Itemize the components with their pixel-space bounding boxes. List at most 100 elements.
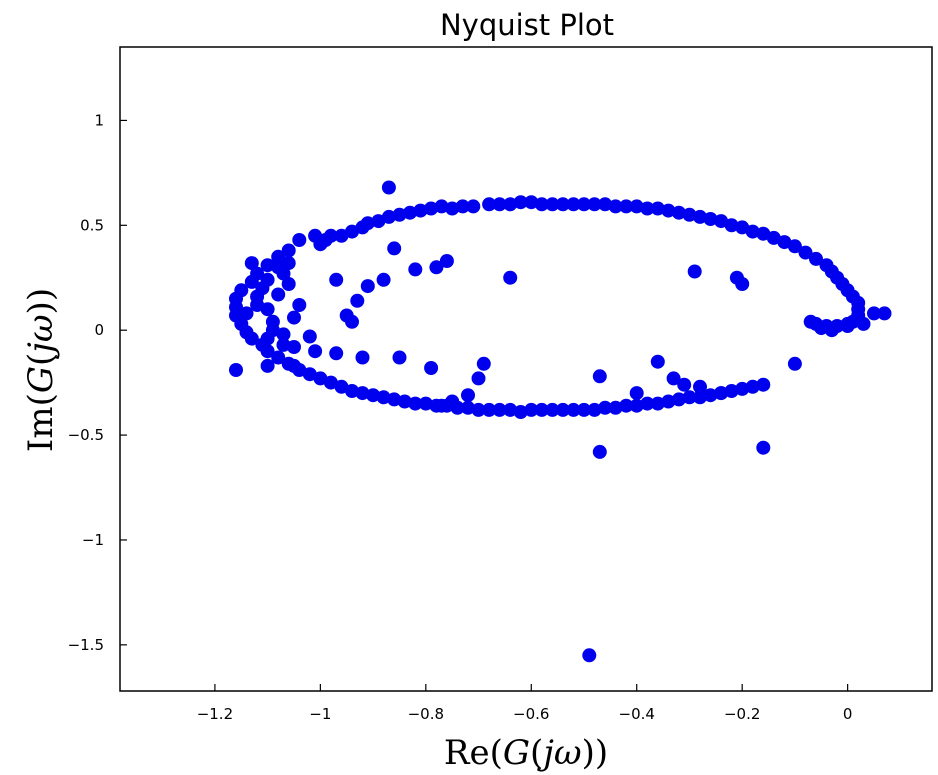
- data-point: [271, 249, 286, 264]
- data-point: [756, 440, 771, 455]
- data-point: [329, 346, 344, 361]
- x-label-w: ω: [554, 733, 582, 773]
- data-point: [471, 402, 486, 417]
- data-point: [803, 314, 818, 329]
- data-point: [260, 258, 275, 273]
- data-point: [703, 388, 718, 403]
- data-point: [608, 400, 623, 415]
- x-axis-ticks: −1.2 −1 −0.8 −0.6 −0.4 −0.2 0: [197, 684, 853, 723]
- data-point: [260, 358, 275, 373]
- data-point: [276, 337, 291, 352]
- data-point: [566, 197, 581, 212]
- data-point: [413, 203, 428, 218]
- y-axis-ticks: 1 0.5 0 −0.5 −1 −1.5: [68, 111, 127, 654]
- data-point: [534, 197, 549, 212]
- data-point: [724, 384, 739, 398]
- data-point: [513, 195, 528, 210]
- y-tick-label: 1: [94, 111, 104, 129]
- data-point: [434, 398, 449, 413]
- data-point: [745, 379, 760, 394]
- data-point: [424, 201, 439, 216]
- x-tick-label: 0: [843, 705, 853, 723]
- data-point: [355, 350, 370, 365]
- data-point: [287, 310, 301, 325]
- data-point: [577, 197, 591, 212]
- scatter-points: [229, 180, 892, 663]
- data-point: [503, 197, 518, 212]
- x-tick-label: −0.8: [408, 705, 444, 723]
- data-point: [439, 254, 454, 268]
- data-point: [587, 197, 602, 212]
- y-tick-label: −1.5: [68, 636, 104, 654]
- x-label-close: )): [582, 733, 609, 773]
- y-tick-label: 0.5: [80, 216, 104, 234]
- data-point: [824, 323, 839, 338]
- data-point: [867, 306, 881, 321]
- chart-title: Nyquist Plot: [440, 8, 614, 42]
- data-point: [292, 298, 307, 312]
- data-point: [492, 402, 507, 417]
- x-label-open: (: [530, 733, 543, 773]
- x-tick-label: −0.4: [619, 705, 655, 723]
- data-point: [545, 402, 560, 417]
- data-point: [445, 394, 460, 409]
- data-point: [392, 350, 407, 365]
- x-tick-label: −1: [309, 705, 331, 723]
- data-point: [582, 648, 597, 663]
- data-point: [281, 243, 296, 258]
- data-point: [566, 402, 581, 417]
- data-point: [466, 199, 481, 214]
- data-point: [503, 402, 518, 417]
- data-point: [271, 287, 286, 302]
- data-point: [287, 358, 301, 373]
- data-point: [714, 214, 729, 229]
- data-point: [671, 205, 686, 220]
- data-point: [371, 214, 386, 229]
- data-point: [445, 201, 460, 216]
- data-point: [650, 354, 665, 369]
- data-point: [281, 277, 296, 291]
- data-point: [323, 228, 338, 243]
- data-point: [350, 293, 365, 308]
- data-point: [787, 239, 802, 254]
- data-point: [244, 256, 259, 271]
- data-point: [260, 302, 275, 317]
- y-axis-label: Im(G(jω)): [21, 288, 61, 452]
- data-point: [661, 394, 676, 409]
- data-point: [598, 197, 613, 212]
- data-point: [313, 371, 328, 386]
- plot-frame: [119, 46, 933, 692]
- data-point: [424, 361, 439, 375]
- y-tick-label: 0: [94, 321, 104, 339]
- data-point: [787, 356, 802, 371]
- data-point: [809, 251, 823, 266]
- y-label-g: G: [21, 366, 61, 393]
- x-label-pre: Re(: [444, 733, 503, 773]
- data-point: [276, 327, 291, 342]
- data-point: [260, 331, 275, 346]
- data-point: [777, 235, 792, 250]
- x-axis-label: Re(G(jω)): [444, 733, 608, 773]
- data-point: [461, 388, 475, 403]
- data-point: [714, 386, 729, 401]
- data-point: [555, 402, 570, 417]
- data-point: [840, 319, 855, 333]
- data-point: [376, 272, 391, 287]
- y-tick-label: −0.5: [68, 426, 104, 444]
- data-point: [461, 400, 475, 415]
- y-label-w: ω: [21, 314, 61, 342]
- data-point: [387, 392, 402, 407]
- data-point: [735, 277, 750, 291]
- data-point: [387, 241, 402, 256]
- data-point: [756, 377, 771, 392]
- data-point: [334, 379, 349, 394]
- data-point: [798, 245, 813, 260]
- data-point: [856, 316, 871, 331]
- data-point: [682, 207, 697, 222]
- data-point: [339, 308, 354, 323]
- data-point: [482, 197, 497, 212]
- data-point: [434, 199, 449, 214]
- data-point: [877, 306, 892, 321]
- data-point: [814, 321, 829, 336]
